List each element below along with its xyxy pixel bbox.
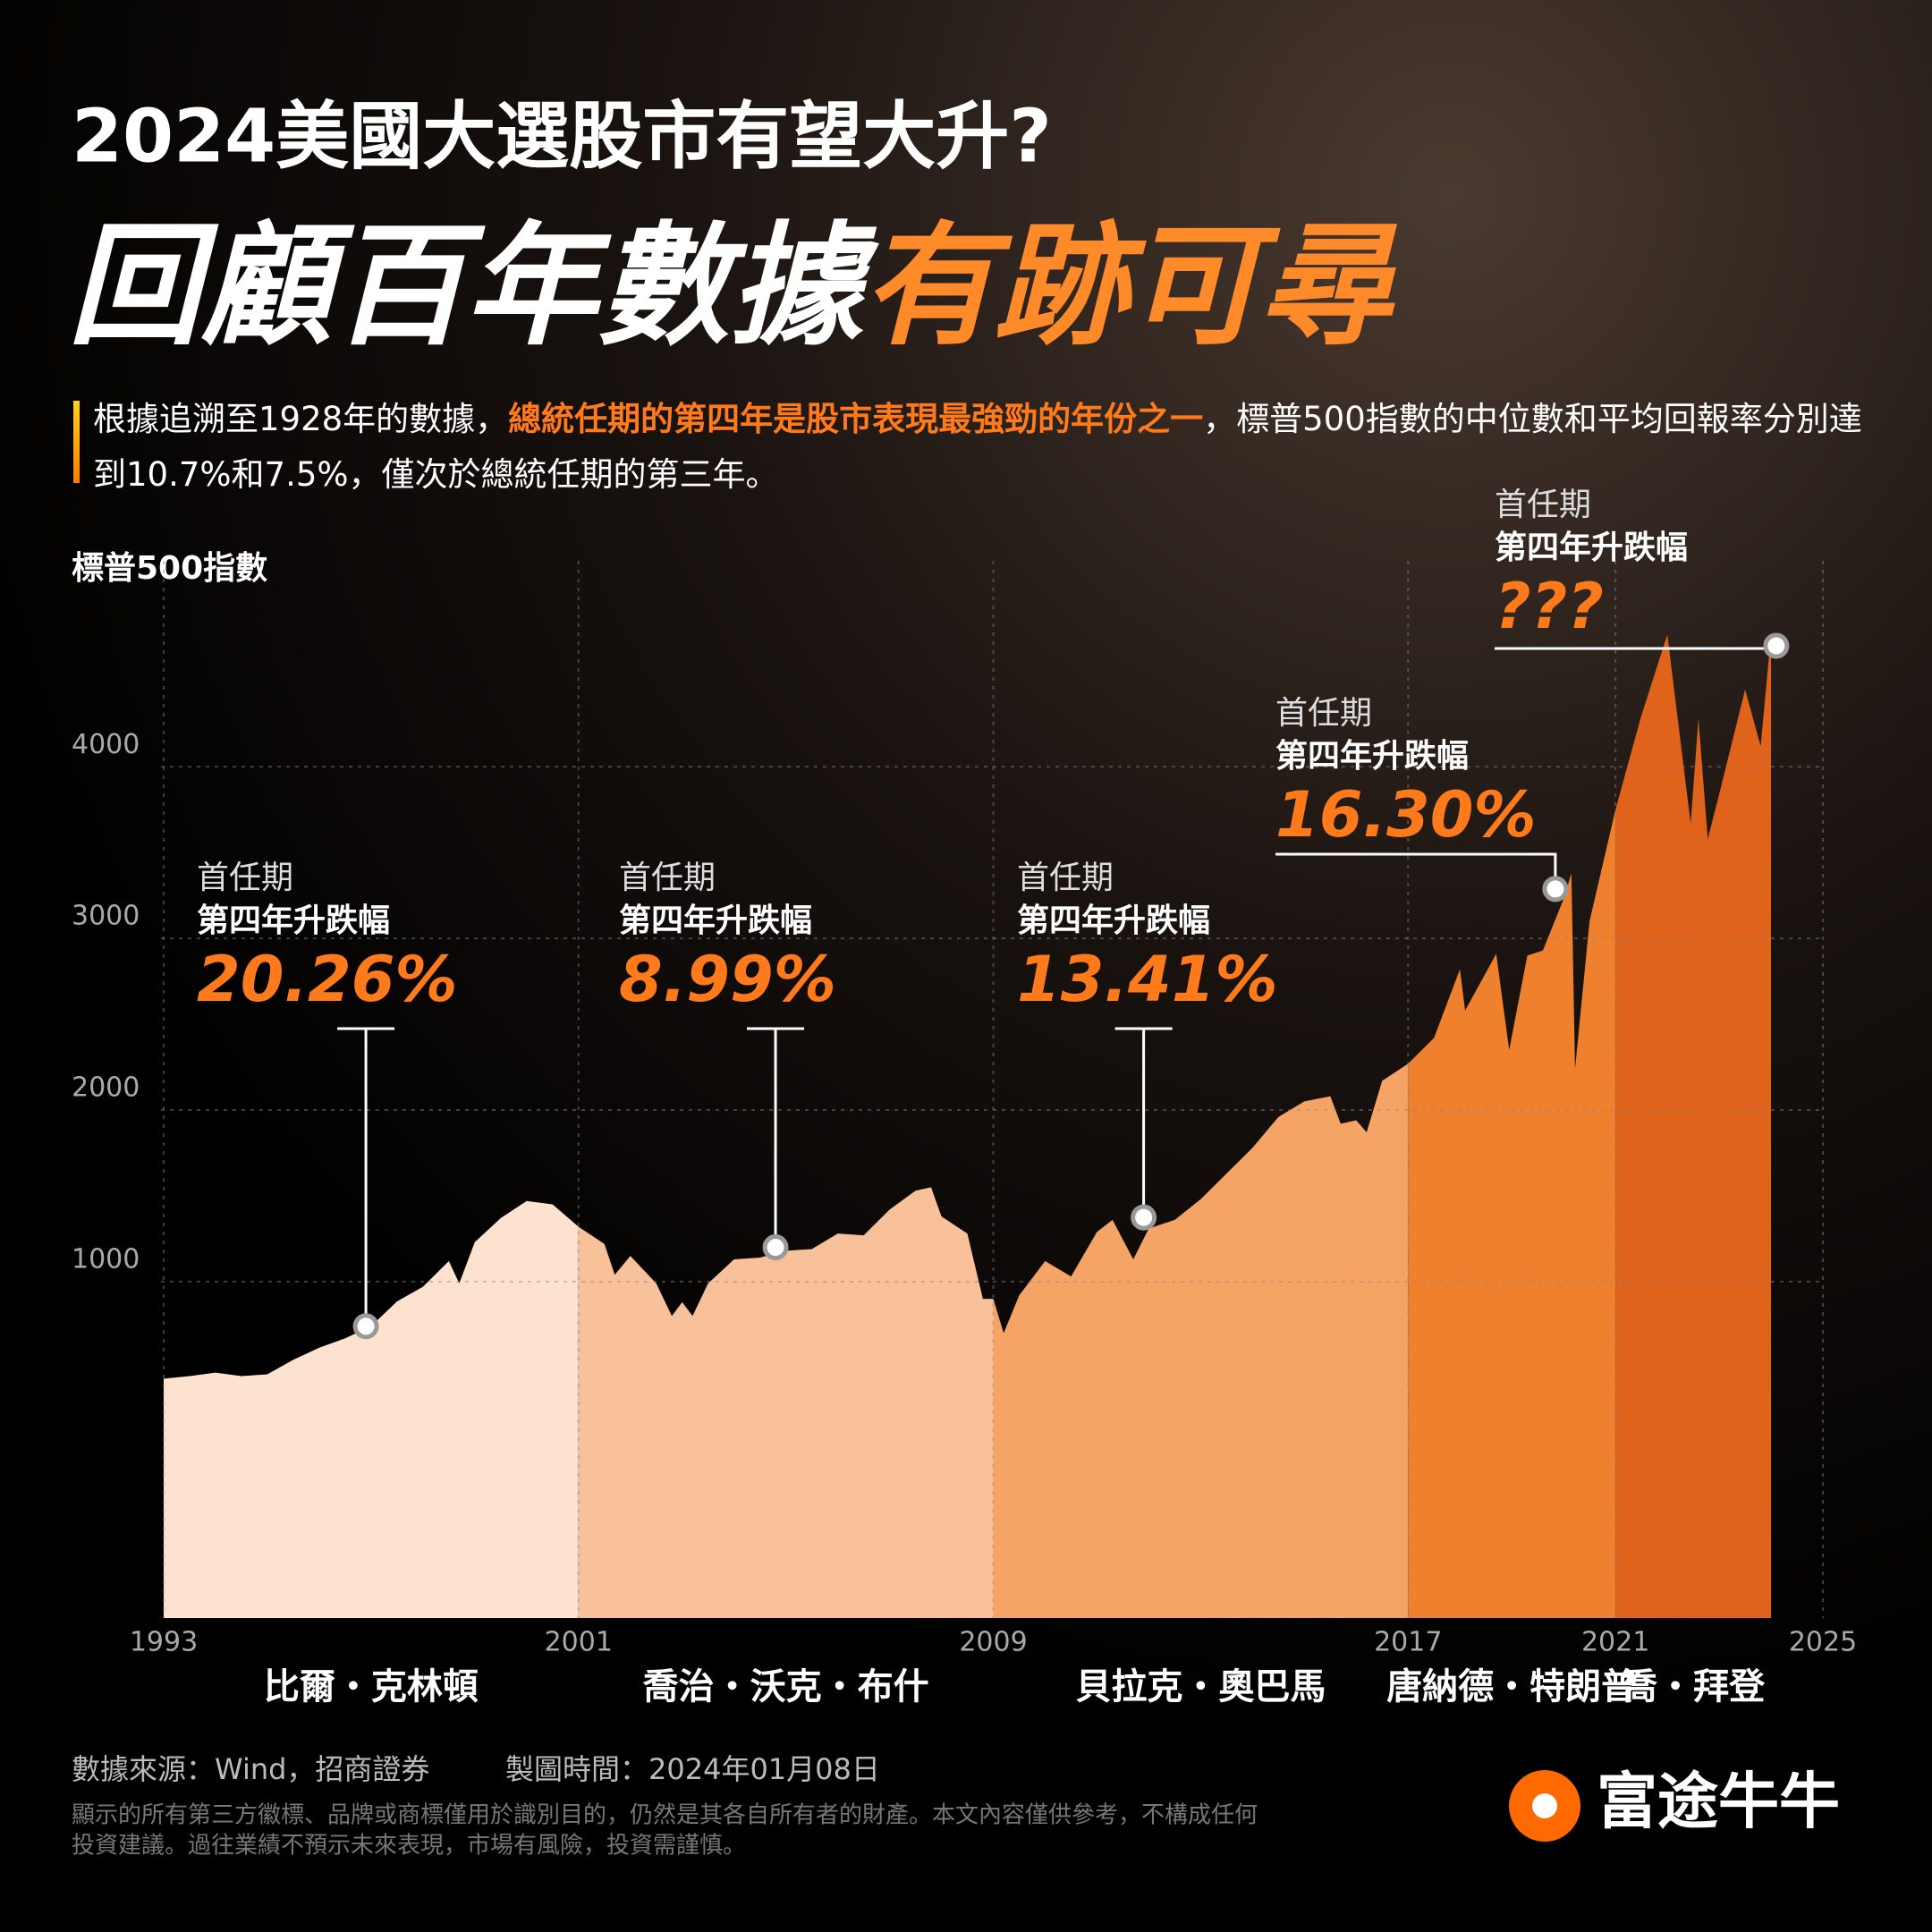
area [578,1187,994,1618]
headline-accent: 有跡可尋 [862,209,1398,363]
title: 2024美國大選股市有望大升? [72,94,1052,179]
marker [1131,1204,1157,1231]
annotation-term: 首任期 [1275,695,1372,732]
marker [352,1313,379,1340]
x-tick-label: 2017 [1374,1627,1442,1658]
annotation-term: 首任期 [197,860,293,896]
annotation-value: ??? [1495,570,1604,643]
logo-icon [1532,1793,1557,1818]
annotation-term: 首任期 [1017,860,1114,896]
y-axis-label: 標普500指數 [72,550,267,587]
president-name: 喬・拜登 [1622,1666,1766,1707]
intro: 根據追溯至1928年的數據，總統任期的第四年是股市表現最強勁的年份之一，標普50… [93,392,1882,503]
x-tick-label: 1993 [130,1627,198,1658]
brand: 富途牛牛 [1597,1767,1840,1838]
president-name: 喬治・沃克・布什 [643,1666,929,1707]
y-tick-label: 4000 [72,729,140,760]
x-tick-label: 2009 [959,1627,1027,1658]
annotation-metric: 第四年升跌幅 [619,902,812,939]
president-name: 比爾・克林頓 [264,1666,479,1707]
marker [1763,632,1790,659]
president-name: 貝拉克・奧巴馬 [1075,1666,1326,1707]
annotation-value: 13.41% [1017,943,1278,1016]
president-name: 唐納德・特朗普 [1386,1666,1637,1707]
marker [1542,876,1569,902]
intro-text: 根據追溯至1928年的數據， [93,400,509,438]
intro-highlight: 總統任期的第四年是股市表現最強勁的年份之一 [508,400,1204,438]
y-tick-label: 2000 [72,1072,140,1104]
x-tick-label: 2021 [1581,1627,1649,1658]
area [993,1063,1409,1618]
accent-bar [73,401,80,483]
annotation-metric: 第四年升跌幅 [1495,530,1688,566]
annotation-metric: 第四年升跌幅 [1275,738,1469,775]
y-tick-label: 3000 [72,901,140,932]
annotation-value: 20.26% [197,943,458,1016]
area [164,1200,579,1618]
annotation-value: 8.99% [619,943,836,1016]
area [1615,634,1772,1618]
annotation-metric: 第四年升跌幅 [197,902,390,939]
annotation-value: 16.30% [1275,778,1537,852]
disclaimer: 顯示的所有第三方徽標、品牌或商標僅用於識別目的，仍然是其各自所有者的財產。本文內… [72,1802,1258,1829]
annotation-metric: 第四年升跌幅 [1017,902,1210,939]
source: 數據來源：Wind，招商證券 [72,1752,429,1786]
marker [762,1234,789,1261]
annotation-term: 首任期 [1495,487,1591,523]
headline-white: 回顧百年數據 [68,209,879,363]
x-tick-label: 2001 [545,1627,613,1658]
y-tick-label: 1000 [72,1243,140,1275]
intro-text: ，標普500指數的中位數和平均回報率分別達到10.7%和7.5%，僅次於總統任期… [93,400,1862,494]
headline: 回顧百年數據有跡可尋 [68,209,1398,363]
date: 製圖時間：2024年01月08日 [505,1752,880,1786]
x-tick-label: 2025 [1789,1627,1857,1658]
area [1408,809,1616,1618]
disclaimer: 投資建議。過往業績不預示未來表現，市場有風險，投資需謹慎。 [72,1833,746,1860]
annotation-term: 首任期 [619,860,716,896]
